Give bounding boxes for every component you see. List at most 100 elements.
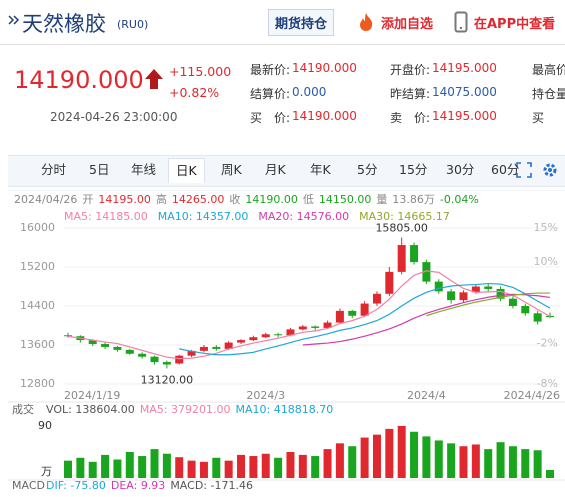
volume-bar [434,440,443,478]
volume-bar [113,459,122,478]
volume-bar [410,431,419,478]
y2-tick-label: -8% [537,377,558,390]
field-value: 14190.000 [292,109,357,123]
volume-bar [88,461,97,478]
x-tick-label: 2024/4 [407,389,446,402]
candle-body [224,342,233,349]
code: (RU0) [117,18,149,31]
candle-body [323,322,332,328]
candle-body [150,356,159,363]
field-label: 最新价: [250,63,291,77]
candle-body [125,349,134,354]
volume-bar [76,457,85,478]
tab[interactable]: 年线 [131,162,157,177]
y-tick-label: 14400 [20,299,55,312]
position-button[interactable]: 期货持仓 [268,9,335,36]
field-label: 开盘价: [390,63,431,77]
field-value: 14195.000 [432,109,497,123]
candle-body [311,326,320,328]
y-tick-label: 13600 [20,338,55,351]
y-tick-label: 15200 [20,260,55,273]
legend-entry: MA5: 379201.00 [140,403,231,416]
field-label: 昨结算: [390,87,431,101]
open-app-button[interactable]: 在APP中查看 [474,17,556,32]
candle-body [496,288,505,299]
x-tick-label: 2024/1/19 [64,389,120,402]
panel-title: MACD [12,479,45,492]
field-label: 买 价: [250,111,291,125]
volume-bar [224,460,233,478]
up-arrow [145,69,163,89]
info-text: 2024/04/26 [14,193,77,206]
field-label: 持仓量 [532,87,565,101]
legend-entry: MA10: 418818.70 [236,403,334,416]
volume-bar [496,442,505,478]
candle-body [335,310,344,323]
legend-entry: MA10: 14357.00 [158,210,249,223]
tab-bar [8,155,565,187]
candle-body [113,346,122,350]
tab[interactable]: 周K [221,162,242,177]
kline-chart: 2024/04/26 开 14195.00 高 14265.00 收 14190.00 低 14… [8,190,565,492]
tab[interactable]: 5日 [89,162,110,177]
candle-body [385,271,394,294]
info-text: 低 [303,193,314,206]
tab[interactable]: 15分 [399,162,428,177]
info-text: 14265.00 [172,193,225,206]
volume-bar [447,443,456,478]
tab[interactable]: 30分 [446,162,475,177]
phone-icon [454,11,468,33]
candle-body [521,306,530,314]
volume-bar [397,426,406,478]
y-tick-label: 万 [41,465,52,478]
candle-body [138,353,147,357]
time: 2024-04-26 23:00:00 [50,110,178,124]
volume-bar [372,434,381,478]
tab[interactable]: 日K [168,158,205,183]
ma-line [426,292,551,317]
candle-body [410,245,419,263]
candle-body [484,286,493,289]
tab[interactable]: 月K [265,162,286,177]
volume-bar [385,428,394,478]
field-label: 卖 价: [390,111,431,125]
volume-bar [546,469,554,478]
x-tick-label: 2024/3 [246,389,285,402]
info-text: 高 [156,192,167,206]
legend-entry: MA5: 14185.00 [64,210,148,223]
add-watch-button[interactable]: 添加自选 [381,17,434,32]
volume-bar [360,437,369,478]
volume-bar [323,449,332,478]
candle-body [434,281,443,292]
tab[interactable]: 60分 [491,162,520,177]
volume-bar [150,449,159,478]
tab[interactable]: 年K [310,162,331,177]
y-tick-label: 90 [38,419,52,432]
field-label: 买 [532,111,545,125]
candle-body [508,298,517,306]
candle-body [187,350,196,356]
volume-bar [199,461,208,478]
tab[interactable]: 分时 [41,162,67,177]
annotation: 13120.00 [141,373,194,386]
candle-body [212,346,221,349]
volume-bar [533,450,542,478]
candle-body [348,310,357,316]
x-tick-label: 2024/4/26 [504,389,560,402]
settings-icon[interactable] [542,162,558,178]
ma-line [179,282,551,356]
fullscreen-icon[interactable] [516,162,532,178]
volume-bar [261,453,270,478]
tab[interactable]: 5分 [357,162,378,177]
y2-tick-label: 10% [534,255,558,268]
volume-bar [459,446,468,478]
volume-bar [348,446,357,478]
candle-body [162,362,171,365]
chevron-icon [8,15,20,25]
candle-body [372,293,381,304]
candle-body [533,313,542,322]
volume-bar [521,449,530,478]
candle-body [199,346,208,351]
candle-body [261,334,270,338]
